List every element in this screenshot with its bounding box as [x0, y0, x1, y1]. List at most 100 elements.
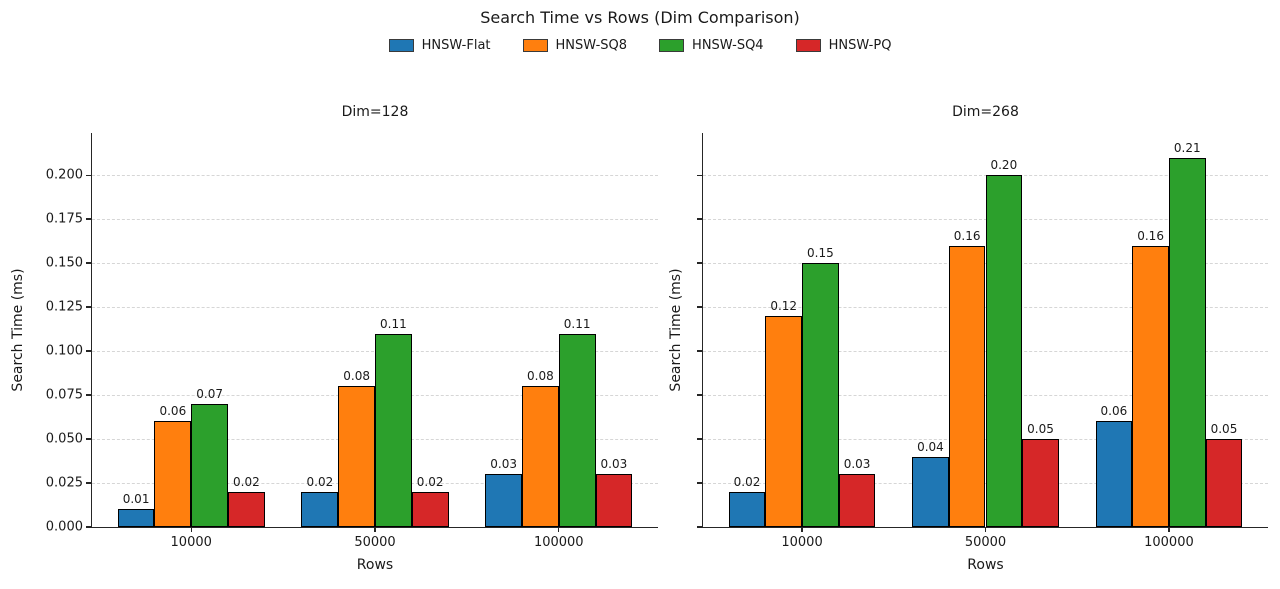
x-tick-mark [984, 527, 987, 532]
legend-label: HNSW-SQ8 [555, 38, 628, 53]
bar-value-label: 0.03 [490, 457, 517, 472]
bar-value-label: 0.02 [233, 474, 260, 489]
y-tick-mark [86, 438, 91, 440]
legend-label: HNSW-PQ [828, 38, 892, 53]
y-tick-label: 0.075 [45, 387, 83, 403]
bar-hnsw-pq [411, 491, 449, 527]
bar-value-label: 0.06 [1100, 404, 1128, 419]
x-tick-label: 50000 [964, 535, 1007, 550]
subplot-dim-128: 0.000 0.025 0.050 0.075 0.100 0.125 0.150 0.175… [10, 104, 658, 573]
y-tick-mark [86, 394, 91, 396]
bar-value-label: 0.20 [990, 158, 1018, 173]
bar-value-label: 0.11 [563, 316, 591, 331]
y-gridline [92, 175, 658, 177]
bar-hnsw-sq4 [985, 175, 1023, 527]
y-axis-label: Search Time (ms) [668, 268, 684, 392]
x-tick-mark [1168, 527, 1170, 532]
x-tick-label: 100000 [533, 535, 584, 550]
plot-area: 0.000 0.025 0.050 0.075 0.100 0.125 0.150 0.175… [10, 133, 658, 573]
legend-entry: HNSW-Flat [388, 38, 491, 53]
bar-hnsw-sq4 [802, 263, 839, 527]
y-tick-mark [697, 218, 702, 220]
y-tick-mark [697, 482, 702, 484]
y-gridline [92, 219, 658, 221]
y-tick-label: 0.200 [45, 167, 83, 183]
y-axis-label: Search Time (ms) [10, 268, 26, 392]
y-tick-mark [697, 394, 702, 396]
y-tick-mark [86, 174, 91, 176]
bar-value-label: 0.08 [527, 369, 554, 384]
y-tick-mark [697, 262, 702, 264]
x-tick-mark [801, 527, 803, 532]
bar-hnsw-sq4 [375, 333, 412, 527]
bar-value-label: 0.02 [416, 474, 444, 489]
x-tick-mark [190, 527, 192, 532]
y-gridline [92, 263, 658, 265]
x-tick-label: 10000 [781, 535, 823, 550]
bar-hnsw-sq8 [154, 421, 192, 527]
y-axis-spine [702, 133, 704, 527]
bar-hnsw-sq8 [948, 245, 986, 527]
bar-value-label: 0.15 [807, 246, 834, 261]
subplot-title: Dim=128 [341, 104, 409, 120]
y-tick-mark [86, 218, 91, 220]
bar-value-label: 0.03 [843, 457, 871, 472]
bar-value-label: 0.12 [770, 298, 798, 313]
x-tick-mark [374, 527, 376, 532]
bar-value-label: 0.11 [380, 316, 407, 331]
y-tick-label: 0.025 [45, 475, 83, 491]
x-tick-label: 50000 [354, 535, 396, 550]
legend-entry: HNSW-SQ8 [522, 38, 628, 53]
legend-label: HNSW-SQ4 [692, 38, 764, 53]
y-tick-label: 0.000 [45, 519, 83, 535]
bar-value-label: 0.04 [917, 439, 944, 454]
y-tick-mark [86, 262, 91, 264]
x-axis-label: Rows [967, 557, 1004, 573]
y-axis-spine [91, 133, 93, 527]
bar-hnsw-sq8 [338, 386, 375, 527]
bar-hnsw-flat [912, 456, 949, 527]
bar-hnsw-pq [595, 474, 633, 527]
bar-hnsw-sq8 [522, 386, 559, 527]
bar-value-label: 0.05 [1027, 422, 1054, 437]
legend-swatch-icon [659, 39, 685, 52]
bar-value-label: 0.06 [159, 404, 187, 419]
y-tick-mark [697, 438, 702, 440]
bar-value-label: 0.08 [343, 369, 370, 384]
bar-value-label: 0.02 [306, 474, 334, 489]
y-tick-label: 0.100 [45, 343, 83, 359]
y-tick-mark [697, 174, 702, 176]
y-tick-mark [86, 350, 91, 352]
legend-label: HNSW-Flat [421, 38, 491, 53]
bar-value-label: 0.16 [953, 228, 981, 243]
subplot-title: Dim=268 [952, 104, 1019, 120]
x-axis-label: Rows [356, 557, 394, 573]
bar-value-label: 0.16 [1137, 228, 1164, 243]
legend-swatch-icon [388, 39, 414, 52]
plot-area: 0.02 0.04 0.06 0.12 0.16 0.16 0.15 0.20 0.21 0.03… [668, 133, 1268, 573]
bar-hnsw-sq4 [1168, 157, 1206, 527]
subplot-dim-268: 0.02 0.04 0.06 0.12 0.16 0.16 0.15 0.20 0.21 0.03… [668, 104, 1268, 573]
y-tick-label: 0.125 [45, 299, 83, 315]
y-tick-mark [86, 526, 91, 528]
y-tick-label: 0.175 [45, 211, 83, 227]
y-tick-mark [697, 350, 702, 352]
x-tick-label: 10000 [170, 535, 212, 550]
bar-value-label: 0.01 [122, 492, 150, 507]
bar-hnsw-sq4 [558, 333, 596, 527]
x-tick-label: 100000 [1144, 535, 1194, 550]
bar-value-label: 0.02 [733, 474, 761, 489]
bar-hnsw-flat [1095, 421, 1133, 527]
y-tick-mark [86, 306, 91, 308]
bar-hnsw-flat [728, 491, 766, 527]
y-gridline [92, 307, 658, 309]
legend-entry: HNSW-SQ4 [659, 38, 764, 53]
bar-hnsw-pq [1022, 439, 1059, 527]
bar-value-label: 0.21 [1173, 140, 1201, 155]
bar-hnsw-pq [1205, 439, 1243, 527]
figure-legend: HNSW-Flat HNSW-SQ8 HNSW-SQ4 HNSW-PQ [0, 38, 1280, 53]
x-tick-mark [558, 527, 560, 532]
bar-hnsw-pq [227, 491, 265, 527]
bar-hnsw-flat [485, 474, 522, 527]
